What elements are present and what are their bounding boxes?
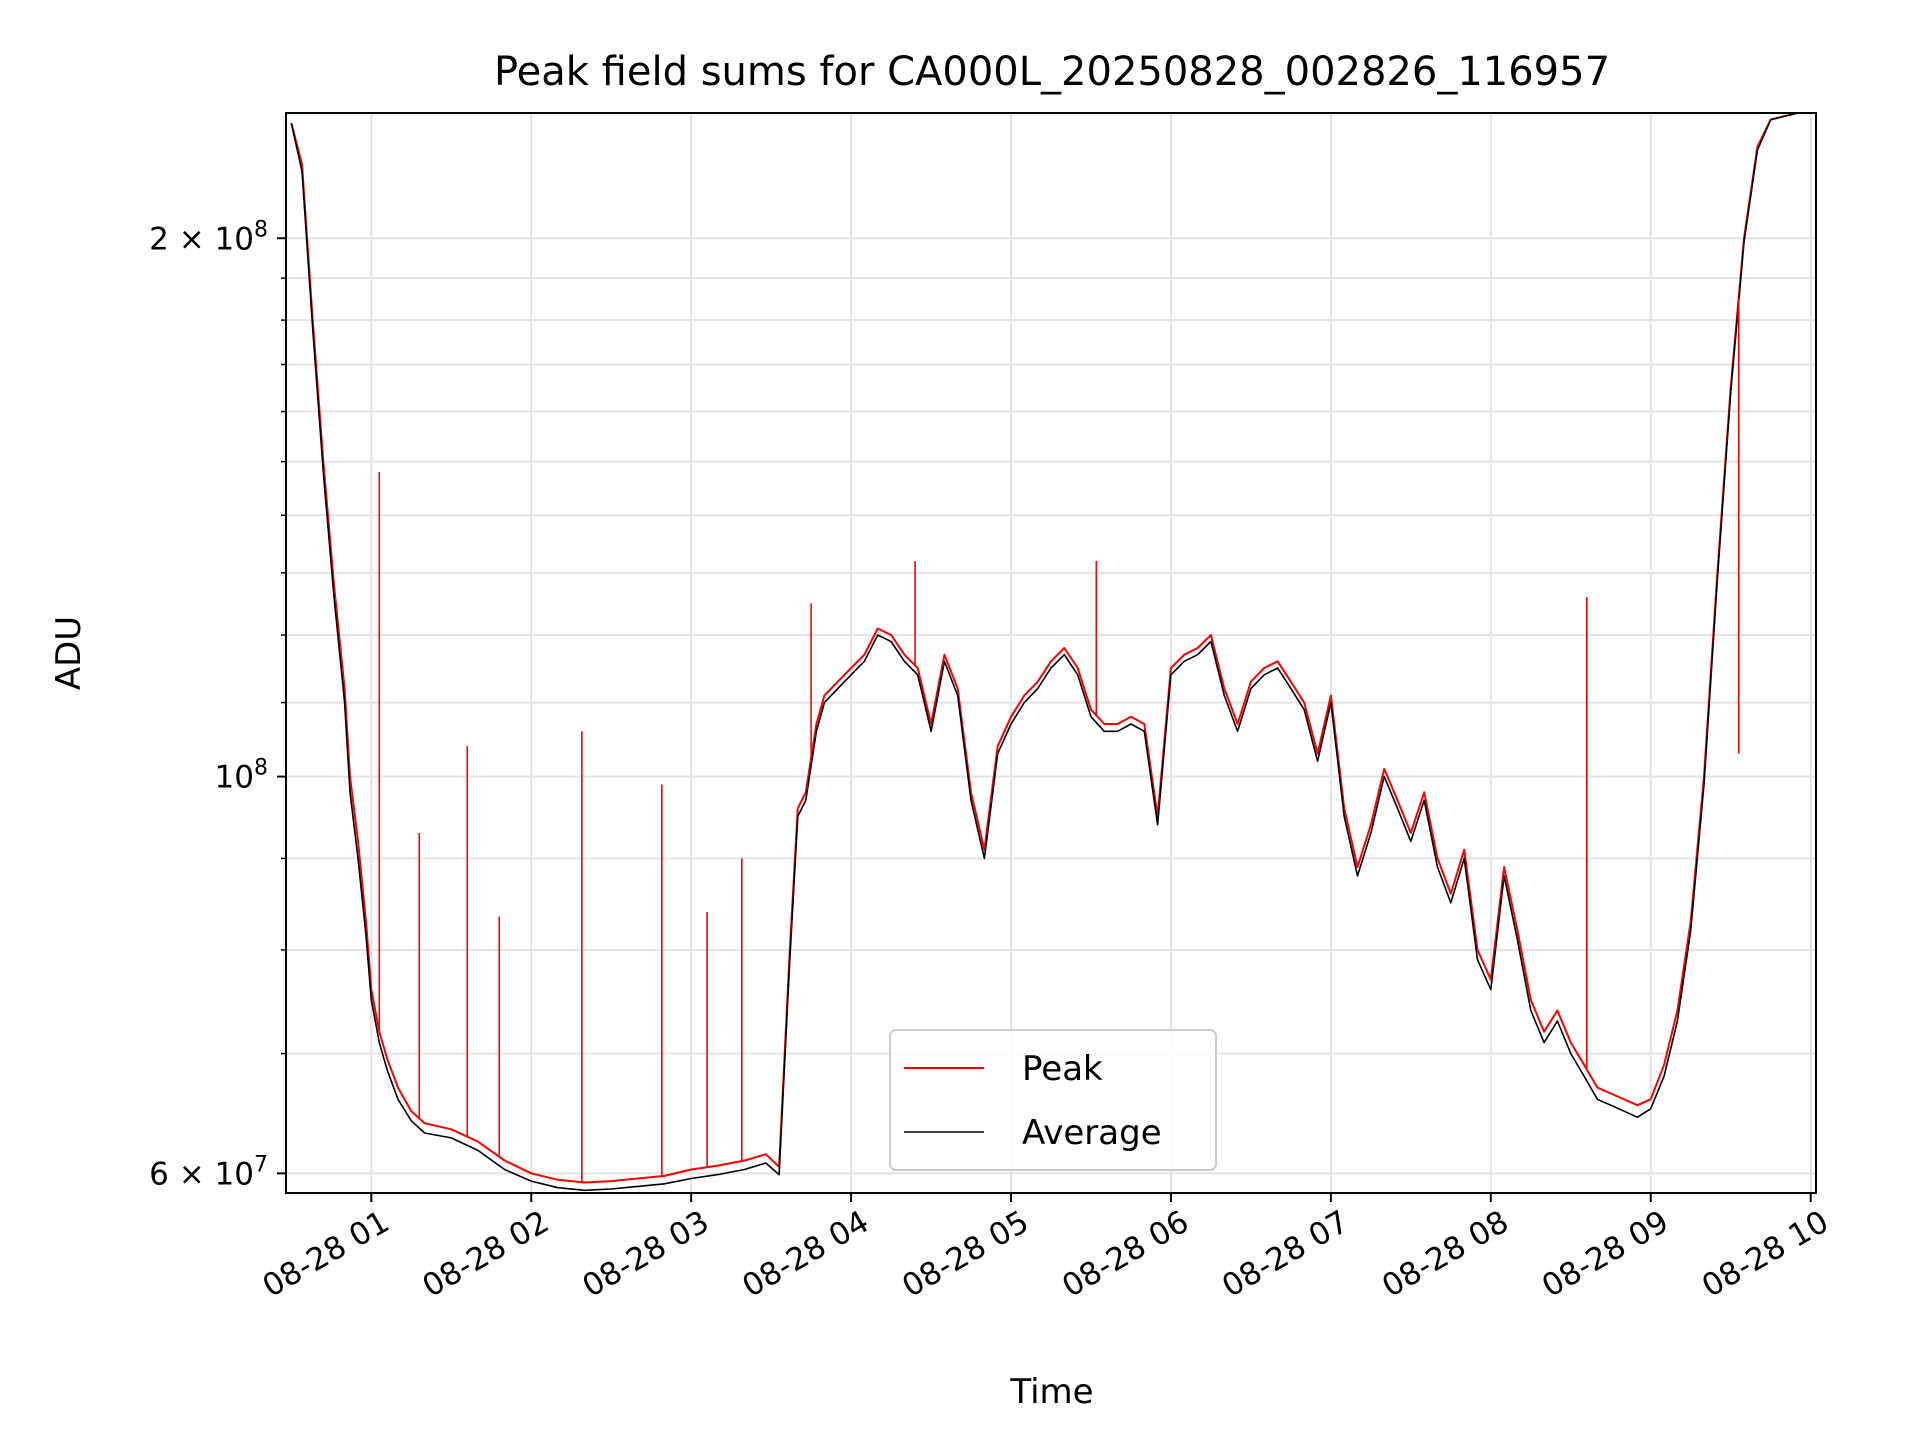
series-line-peak	[290, 113, 1806, 1184]
y-axis-label: ADU	[49, 616, 89, 690]
series-line-average	[290, 113, 1806, 1192]
legend: Peak Average	[889, 1029, 1217, 1171]
legend-box	[889, 1029, 1217, 1171]
y-tick-label: 108	[215, 756, 268, 796]
x-axis-label: Time	[1009, 1372, 1093, 1412]
y-tick-label: 6 × 107	[149, 1152, 268, 1192]
grid	[286, 113, 1816, 1193]
y-axis: 6 × 107 108 2 × 108	[149, 217, 286, 1192]
y-tick-label: 2 × 108	[149, 217, 268, 257]
legend-label-average: Average	[1022, 1113, 1162, 1153]
plot-frame	[285, 112, 1817, 1194]
legend-label-peak: Peak	[1022, 1049, 1103, 1089]
chart-title: Peak field sums for CA000L_20250828_0028…	[494, 49, 1610, 95]
